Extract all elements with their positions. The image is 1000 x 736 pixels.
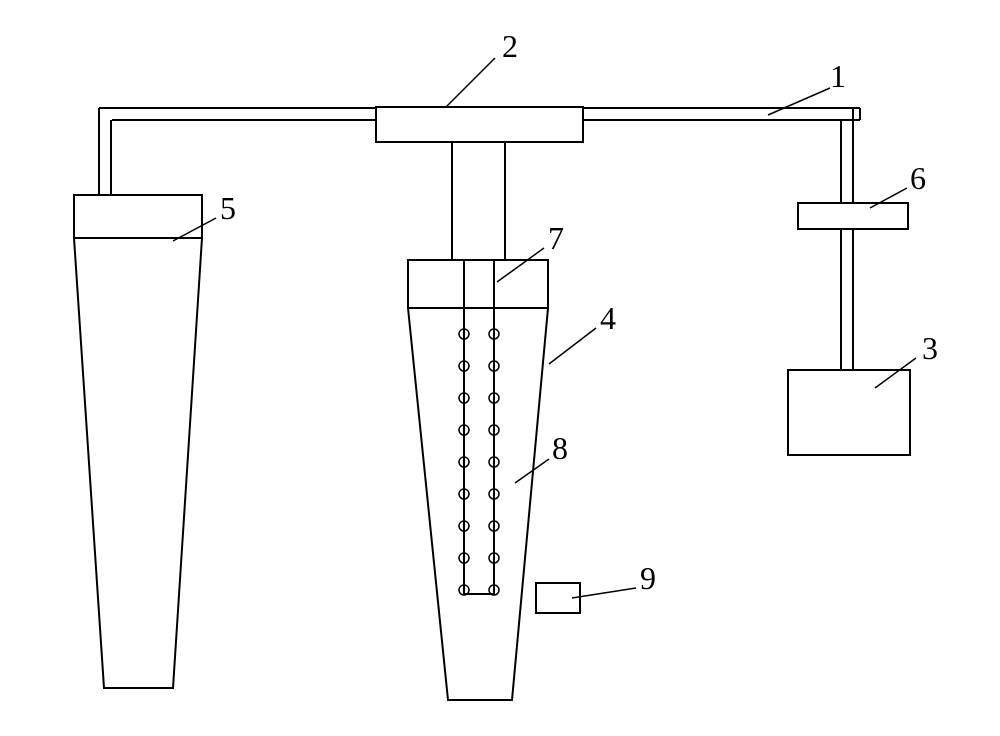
label-6: 6 bbox=[910, 160, 926, 197]
label-1: 1 bbox=[830, 58, 846, 95]
label-2: 2 bbox=[502, 28, 518, 65]
label-9: 9 bbox=[640, 560, 656, 597]
label-4: 4 bbox=[600, 300, 616, 337]
diagram-canvas bbox=[0, 0, 1000, 736]
label-8: 8 bbox=[552, 430, 568, 467]
label-3: 3 bbox=[922, 330, 938, 367]
label-5: 5 bbox=[220, 190, 236, 227]
label-7: 7 bbox=[548, 220, 564, 257]
